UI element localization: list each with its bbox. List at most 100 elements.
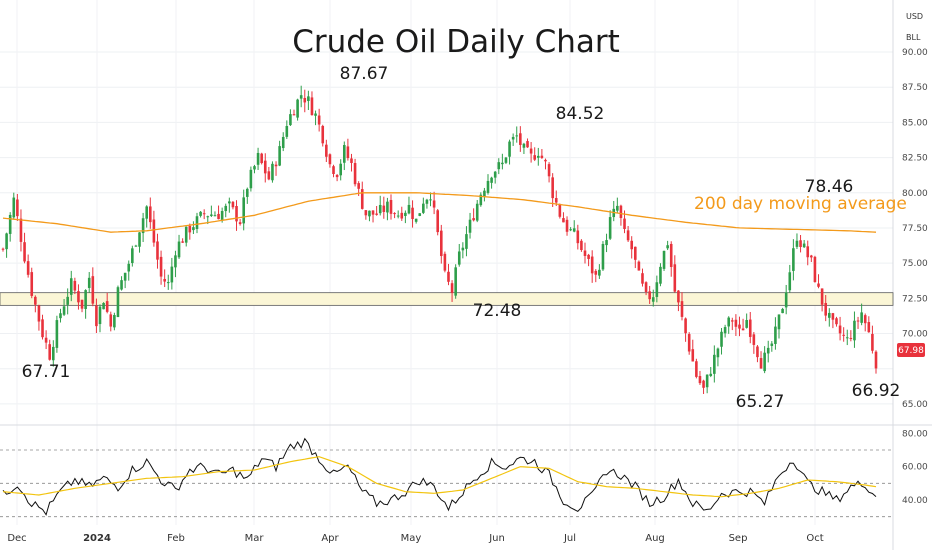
oscillator-layer	[0, 437, 893, 518]
candle-body	[770, 343, 774, 346]
oscillator-signal-line	[2, 456, 877, 498]
candle-body	[245, 188, 249, 197]
candle-body	[838, 325, 842, 334]
candle-body	[346, 146, 350, 159]
candle-body	[8, 214, 12, 234]
candle-body	[271, 163, 274, 181]
candle-body	[673, 264, 677, 292]
currency-label: USD	[906, 12, 923, 21]
candle-body	[12, 197, 16, 218]
candle-body	[109, 314, 113, 327]
candle-body	[350, 158, 353, 163]
candle-body	[77, 291, 80, 303]
unit-label: BLL	[906, 33, 921, 42]
price-tick-label: 90.00	[902, 48, 928, 58]
candle-body	[192, 227, 195, 231]
candle-body	[98, 306, 102, 325]
candle-body	[156, 241, 159, 260]
candle-body	[641, 273, 644, 284]
candle-body	[623, 218, 626, 230]
candle-body	[274, 164, 278, 167]
month-tick-label: May	[401, 533, 422, 544]
candle-body	[806, 246, 810, 258]
candle-body	[396, 215, 400, 217]
candle-body	[148, 206, 152, 223]
candle-body	[5, 233, 8, 250]
candle-body	[669, 243, 673, 267]
candle-body	[493, 171, 497, 178]
candle-body	[371, 210, 375, 215]
candle-body	[317, 115, 321, 125]
candle-body	[131, 248, 134, 264]
candle-body	[105, 301, 109, 312]
candle-body	[166, 282, 170, 284]
candle-body	[497, 162, 501, 170]
candle-body	[781, 308, 784, 314]
candle-body	[562, 218, 565, 223]
candle-body	[544, 159, 547, 162]
candle-body	[842, 334, 845, 336]
price-tick-label: 75.00	[902, 259, 928, 269]
price-tick-label: 80.00	[902, 189, 928, 199]
candle-body	[199, 211, 202, 216]
candle-body	[519, 133, 522, 145]
candle-body	[745, 320, 748, 328]
candle-body	[475, 203, 479, 221]
candle-body	[134, 245, 138, 247]
candle-body	[468, 219, 472, 233]
candle-body	[138, 232, 141, 247]
candle-body	[34, 296, 37, 305]
candle-body	[195, 216, 199, 229]
candle-body	[127, 263, 131, 272]
candle-body	[752, 334, 756, 345]
month-tick-label: Feb	[167, 533, 185, 544]
candle-body	[619, 205, 623, 219]
month-tick-label: Sep	[729, 533, 748, 544]
candle-body	[307, 96, 310, 102]
candle-body	[418, 213, 422, 216]
candle-body	[684, 318, 687, 334]
candle-body	[835, 318, 838, 325]
candle-body	[616, 205, 619, 211]
candle-body	[526, 141, 529, 148]
annotation-high-jul: 84.52	[556, 104, 605, 124]
last-price-badge	[897, 343, 925, 357]
candle-body	[152, 219, 156, 243]
candle-body	[242, 197, 246, 224]
candle-body	[30, 272, 34, 296]
candle-body	[360, 189, 364, 209]
candle-body	[80, 299, 84, 309]
candle-body	[569, 229, 572, 231]
candle-body	[720, 331, 723, 347]
candle-body	[626, 230, 630, 241]
candle-body	[554, 198, 558, 203]
candle-body	[817, 283, 820, 287]
candle-body	[756, 346, 759, 358]
candle-body	[508, 141, 511, 157]
candle-body	[522, 143, 526, 148]
candle-body	[37, 305, 41, 322]
support-zone	[0, 292, 894, 306]
candle-body	[777, 314, 781, 330]
candle-body	[713, 354, 716, 374]
candle-body	[504, 157, 508, 163]
candle-body	[281, 136, 285, 149]
month-tick-label: Jun	[488, 533, 505, 544]
candle-body	[267, 171, 271, 180]
candle-body	[213, 215, 217, 217]
candle-body	[375, 213, 378, 215]
oscillator-tick-label: 60.00	[902, 463, 928, 473]
candle-body	[382, 205, 386, 212]
candle-body	[655, 282, 659, 297]
candle-body	[824, 302, 828, 316]
candle-body	[263, 160, 267, 174]
candle-body	[48, 344, 52, 360]
candle-body	[799, 240, 802, 247]
candle-body	[867, 322, 871, 333]
price-tick-label: 72.50	[902, 294, 928, 304]
month-tick-label: 2024	[83, 533, 111, 544]
candle-body	[342, 145, 346, 163]
candle-body	[66, 296, 69, 305]
candle-body	[332, 166, 335, 175]
